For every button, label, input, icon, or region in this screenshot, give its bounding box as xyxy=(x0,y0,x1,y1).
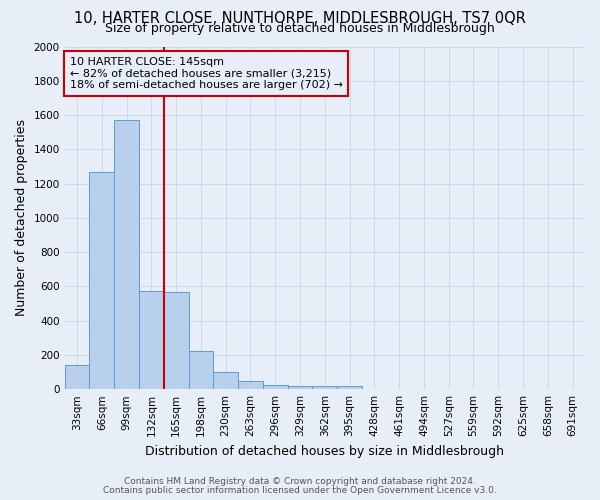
Text: Size of property relative to detached houses in Middlesbrough: Size of property relative to detached ho… xyxy=(105,22,495,35)
Bar xyxy=(287,386,313,389)
Text: 10 HARTER CLOSE: 145sqm
← 82% of detached houses are smaller (3,215)
18% of semi: 10 HARTER CLOSE: 145sqm ← 82% of detache… xyxy=(70,57,343,90)
Bar xyxy=(313,386,337,389)
Bar xyxy=(337,386,362,389)
X-axis label: Distribution of detached houses by size in Middlesbrough: Distribution of detached houses by size … xyxy=(145,444,505,458)
Bar xyxy=(238,380,263,389)
Text: 10, HARTER CLOSE, NUNTHORPE, MIDDLESBROUGH, TS7 0QR: 10, HARTER CLOSE, NUNTHORPE, MIDDLESBROU… xyxy=(74,11,526,26)
Y-axis label: Number of detached properties: Number of detached properties xyxy=(15,120,28,316)
Bar xyxy=(114,120,139,389)
Bar xyxy=(89,172,114,389)
Bar xyxy=(65,365,89,389)
Bar xyxy=(164,292,188,389)
Bar xyxy=(188,352,214,389)
Text: Contains HM Land Registry data © Crown copyright and database right 2024.: Contains HM Land Registry data © Crown c… xyxy=(124,477,476,486)
Text: Contains public sector information licensed under the Open Government Licence v3: Contains public sector information licen… xyxy=(103,486,497,495)
Bar xyxy=(214,372,238,389)
Bar xyxy=(139,290,164,389)
Bar xyxy=(263,385,287,389)
